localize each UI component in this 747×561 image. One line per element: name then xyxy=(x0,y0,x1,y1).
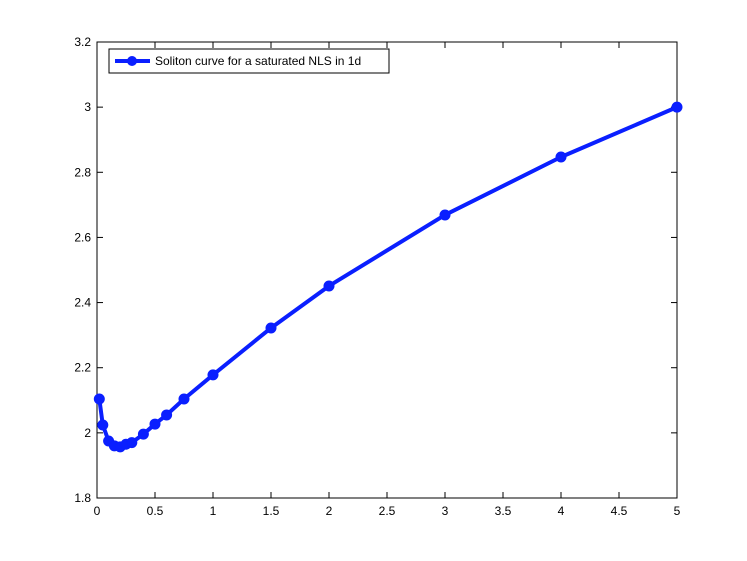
x-tick-label: 2 xyxy=(326,504,333,518)
data-point xyxy=(97,419,109,431)
y-tick-label: 2.2 xyxy=(74,361,91,375)
legend-box xyxy=(108,48,390,74)
y-tick-label: 2.4 xyxy=(74,296,91,310)
x-tick-label: 3 xyxy=(442,504,449,518)
x-tick-label: 4.5 xyxy=(611,504,628,518)
y-tick-label: 3 xyxy=(84,100,91,114)
data-point xyxy=(671,101,683,113)
data-point xyxy=(93,393,105,405)
data-point xyxy=(207,369,219,381)
data-point xyxy=(137,428,149,440)
x-tick-label: 0 xyxy=(94,504,101,518)
data-point xyxy=(439,209,451,221)
y-tick-label: 3.2 xyxy=(74,35,91,49)
legend-label: Soliton curve for a saturated NLS in 1d xyxy=(155,54,361,68)
data-point xyxy=(265,322,277,334)
data-point xyxy=(161,409,173,421)
x-tick-label: 1.5 xyxy=(263,504,280,518)
data-point xyxy=(126,437,138,449)
data-point xyxy=(149,418,161,430)
data-point xyxy=(555,151,567,163)
x-tick-label: 1 xyxy=(210,504,217,518)
x-tick-label: 0.5 xyxy=(147,504,164,518)
legend-marker xyxy=(127,56,137,66)
y-tick-label: 2 xyxy=(84,426,91,440)
y-tick-label: 1.8 xyxy=(74,491,91,505)
x-tick-label: 4 xyxy=(558,504,565,518)
x-tick-label: 5 xyxy=(674,504,681,518)
y-tick-label: 2.8 xyxy=(74,165,91,179)
x-tick-label: 3.5 xyxy=(495,504,512,518)
data-point xyxy=(323,280,335,292)
x-tick-label: 2.5 xyxy=(379,504,396,518)
data-point xyxy=(178,393,190,405)
plot-area xyxy=(96,41,678,499)
y-tick-label: 2.6 xyxy=(74,230,91,244)
